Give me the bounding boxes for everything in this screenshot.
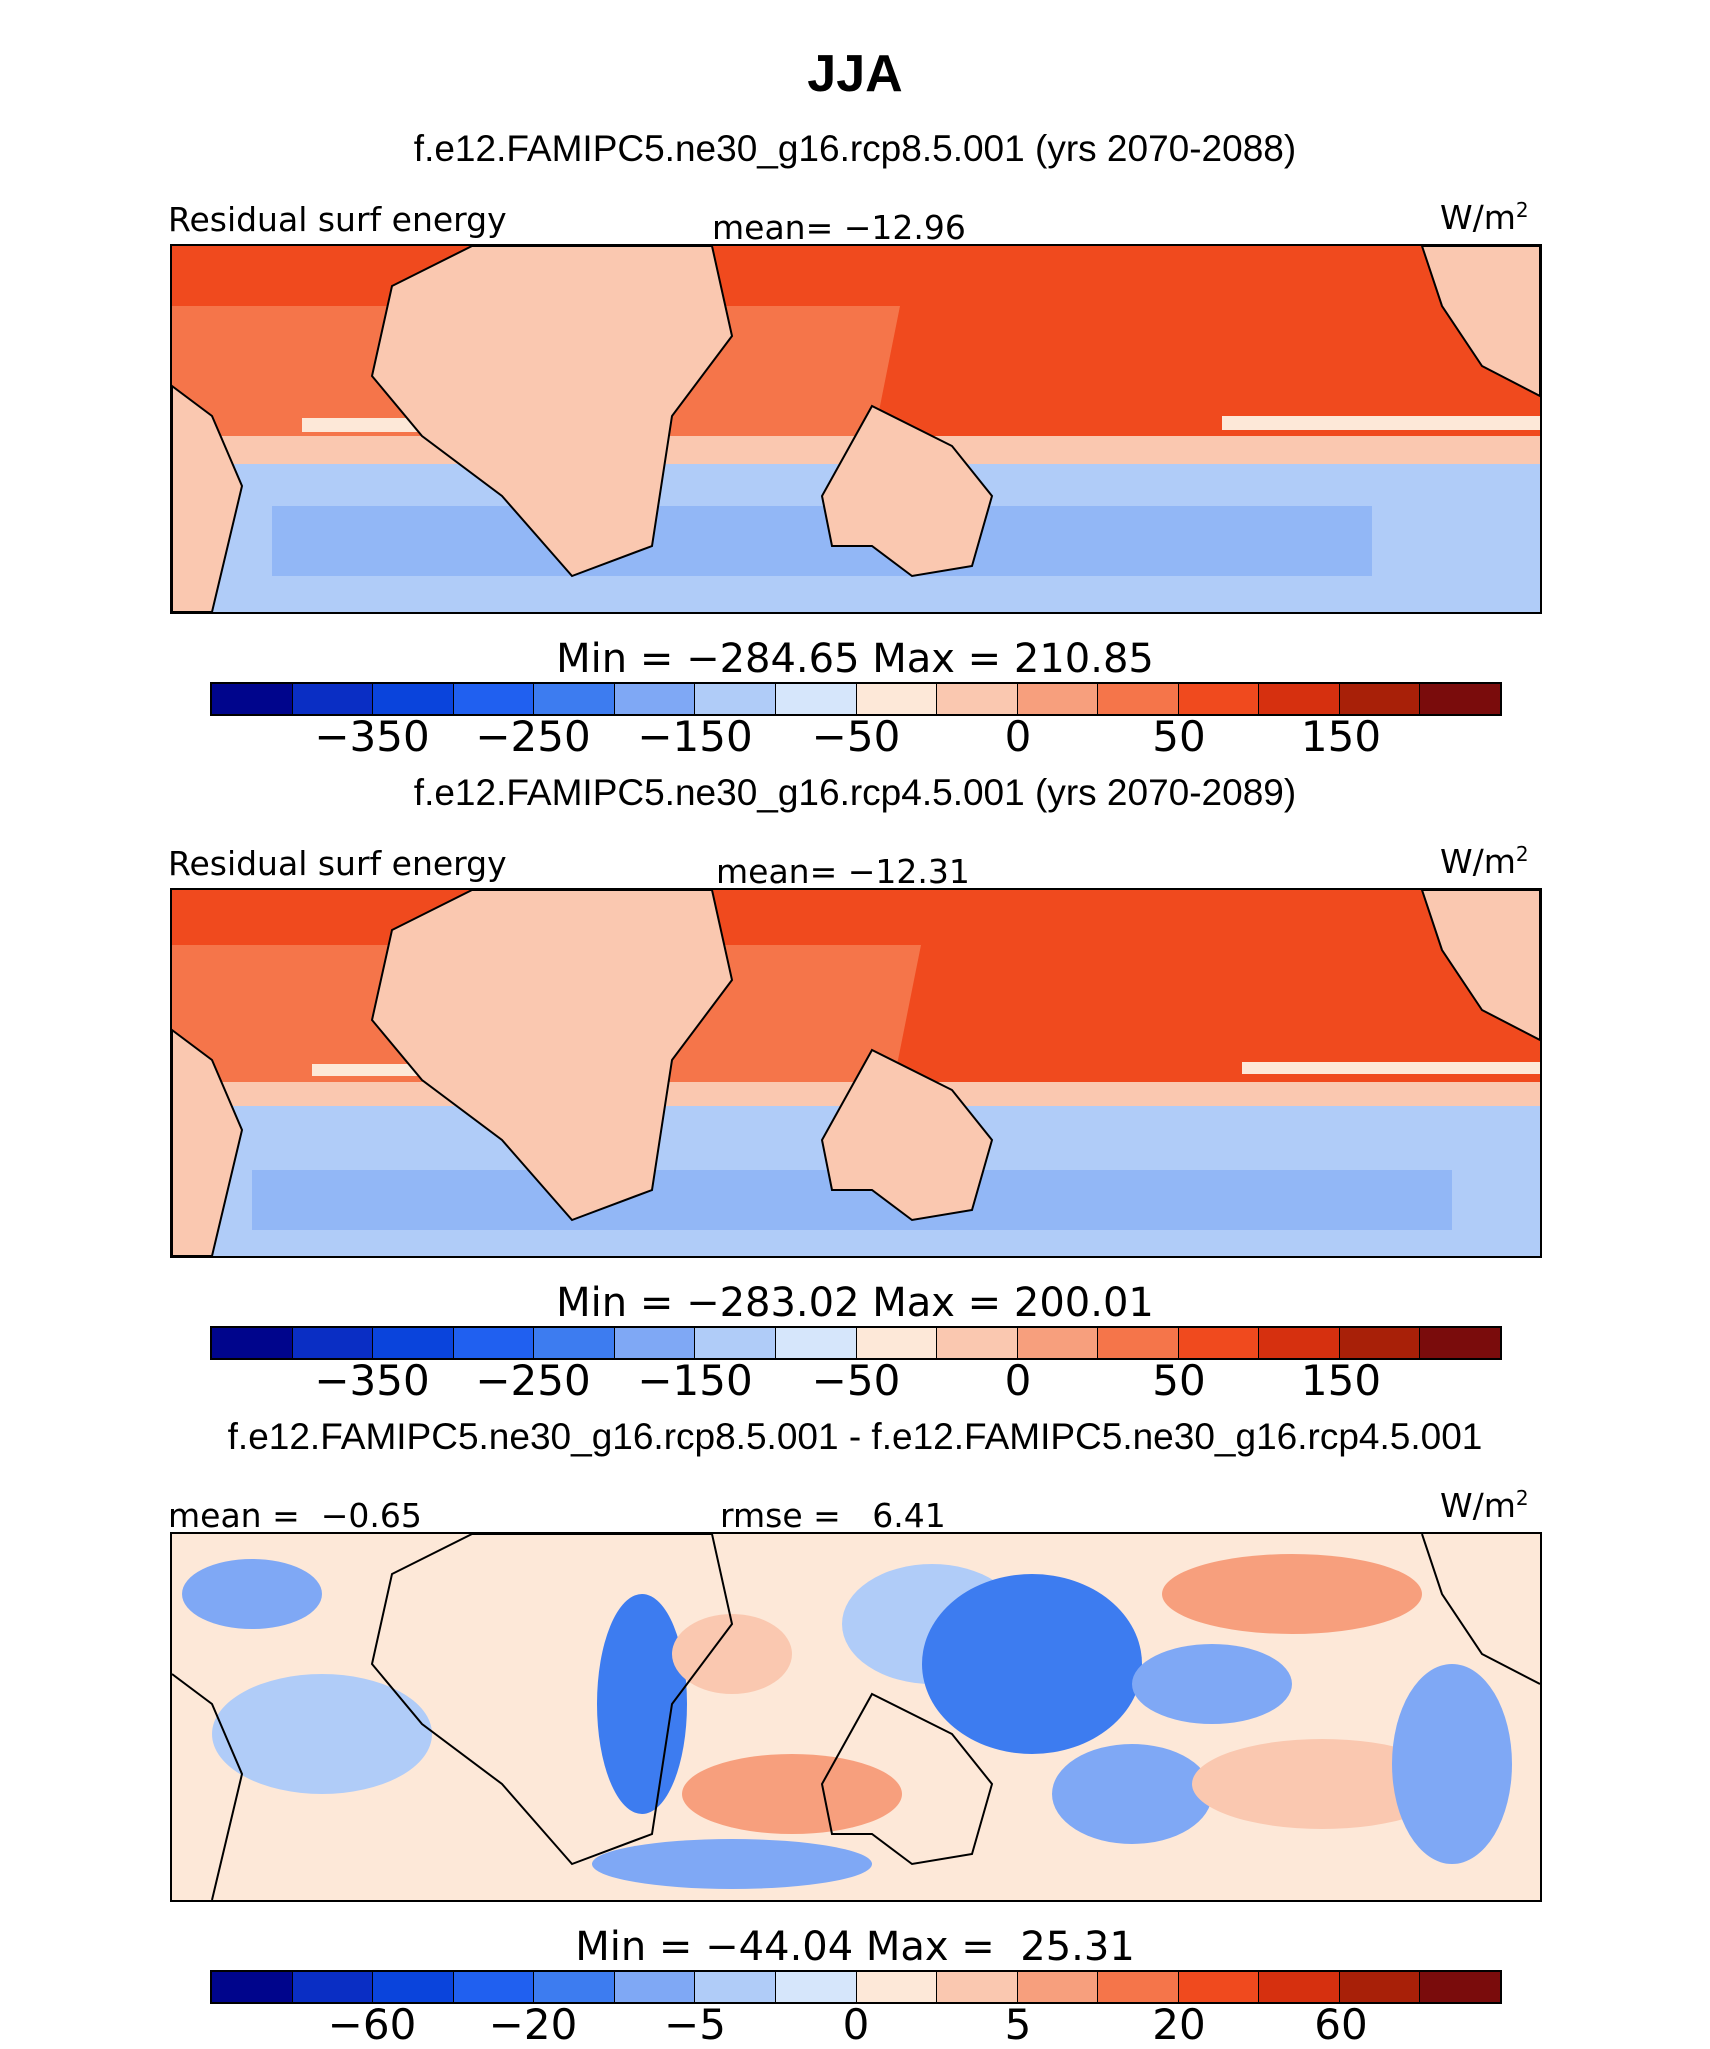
panel1-tick-label: −350 bbox=[314, 712, 430, 761]
colorbar-swatch bbox=[1098, 1328, 1179, 1358]
panel3-tick-label: −60 bbox=[327, 2000, 417, 2049]
panel2-mean-label: mean= −12.31 bbox=[716, 852, 970, 891]
panel1-tick-label: −50 bbox=[811, 712, 901, 761]
colorbar-swatch bbox=[695, 684, 776, 714]
colorbar-swatch bbox=[1178, 1328, 1260, 1358]
panel1-tick-label: 150 bbox=[1300, 712, 1382, 761]
panel2-tick-label: −250 bbox=[475, 1356, 591, 1405]
colorbar-swatch bbox=[373, 684, 454, 714]
panel2-tick-label: −150 bbox=[637, 1356, 753, 1405]
panel2-tick-label: 50 bbox=[1152, 1356, 1206, 1405]
colorbar-swatch bbox=[1098, 1972, 1179, 2002]
colorbar-swatch bbox=[212, 684, 293, 714]
panel1-tick-label: 0 bbox=[1004, 712, 1032, 761]
colorbar-swatch bbox=[1420, 1972, 1500, 2002]
colorbar-swatch bbox=[292, 1328, 374, 1358]
panel2-case-title: f.e12.FAMIPC5.ne30_g16.rcp4.5.001 (yrs 2… bbox=[413, 772, 1297, 813]
panel1-minmax: Min = −284.65 Max = 210.85 bbox=[556, 636, 1154, 682]
panel3-rmse-label: rmse = 6.41 bbox=[720, 1496, 946, 1535]
panel2-units: W/m2 bbox=[1440, 842, 1529, 881]
panel2-map bbox=[170, 888, 1542, 1258]
panel3-tick-label: −5 bbox=[664, 2000, 726, 2049]
colorbar-swatch bbox=[1339, 1328, 1421, 1358]
colorbar-swatch bbox=[695, 1328, 776, 1358]
colorbar-swatch bbox=[1098, 684, 1179, 714]
colorbar-swatch bbox=[1259, 1328, 1340, 1358]
panel3-mean-label: mean = −0.65 bbox=[168, 1496, 422, 1535]
colorbar-swatch bbox=[937, 1328, 1018, 1358]
colorbar-swatch bbox=[212, 1972, 293, 2002]
colorbar-swatch bbox=[453, 1328, 535, 1358]
colorbar-swatch bbox=[856, 1972, 938, 2002]
colorbar-swatch bbox=[856, 684, 938, 714]
colorbar-swatch bbox=[534, 684, 615, 714]
panel1-units: W/m2 bbox=[1440, 198, 1529, 237]
colorbar-swatch bbox=[775, 1328, 857, 1358]
colorbar-swatch bbox=[292, 1972, 374, 2002]
panel3-units: W/m2 bbox=[1440, 1486, 1529, 1525]
colorbar-swatch bbox=[695, 1972, 776, 2002]
colorbar-swatch bbox=[614, 1328, 696, 1358]
colorbar-swatch bbox=[1420, 684, 1500, 714]
panel3-tick-label: 20 bbox=[1152, 2000, 1206, 2049]
colorbar-swatch bbox=[453, 1972, 535, 2002]
panel1-case-title: f.e12.FAMIPC5.ne30_g16.rcp8.5.001 (yrs 2… bbox=[413, 128, 1297, 169]
colorbar-swatch bbox=[212, 1328, 293, 1358]
colorbar-swatch bbox=[614, 684, 696, 714]
colorbar-swatch bbox=[1339, 1972, 1421, 2002]
colorbar-swatch bbox=[1259, 684, 1340, 714]
panel3-tick-label: 5 bbox=[1004, 2000, 1032, 2049]
colorbar-swatch bbox=[614, 1972, 696, 2002]
colorbar-swatch bbox=[937, 684, 1018, 714]
panel3-tick-label: −20 bbox=[488, 2000, 578, 2049]
colorbar-swatch bbox=[937, 1972, 1018, 2002]
colorbar-swatch bbox=[373, 1972, 454, 2002]
panel3-minmax: Min = −44.04 Max = 25.31 bbox=[575, 1924, 1135, 1970]
colorbar-swatch bbox=[775, 684, 857, 714]
colorbar-swatch bbox=[1017, 1328, 1099, 1358]
panel1-tick-label: −250 bbox=[475, 712, 591, 761]
colorbar-swatch bbox=[775, 1972, 857, 2002]
colorbar-swatch bbox=[1259, 1972, 1340, 2002]
panel1-tick-label: 50 bbox=[1152, 712, 1206, 761]
figure-title: JJA bbox=[807, 45, 903, 103]
panel2-variable-label: Residual surf energy bbox=[168, 844, 507, 883]
colorbar-swatch bbox=[373, 1328, 454, 1358]
panel1-variable-label: Residual surf energy bbox=[168, 200, 507, 239]
panel2-tick-label: 0 bbox=[1004, 1356, 1032, 1405]
colorbar-swatch bbox=[1017, 684, 1099, 714]
panel2-colorbar bbox=[210, 1326, 1502, 1360]
panel2-minmax: Min = −283.02 Max = 200.01 bbox=[556, 1280, 1154, 1326]
panel1-colorbar bbox=[210, 682, 1502, 716]
colorbar-swatch bbox=[1420, 1328, 1500, 1358]
colorbar-swatch bbox=[292, 684, 374, 714]
panel3-colorbar bbox=[210, 1970, 1502, 2004]
panel3-case-title: f.e12.FAMIPC5.ne30_g16.rcp8.5.001 - f.e1… bbox=[227, 1416, 1483, 1457]
colorbar-swatch bbox=[856, 1328, 938, 1358]
colorbar-swatch bbox=[534, 1972, 615, 2002]
panel1-tick-label: −150 bbox=[637, 712, 753, 761]
panel2-tick-label: −50 bbox=[811, 1356, 901, 1405]
colorbar-swatch bbox=[1178, 684, 1260, 714]
colorbar-swatch bbox=[534, 1328, 615, 1358]
panel3-map bbox=[170, 1532, 1542, 1902]
colorbar-swatch bbox=[453, 684, 535, 714]
colorbar-swatch bbox=[1178, 1972, 1260, 2002]
colorbar-swatch bbox=[1017, 1972, 1099, 2002]
panel3-tick-label: 60 bbox=[1314, 2000, 1368, 2049]
panel3-tick-label: 0 bbox=[842, 2000, 870, 2049]
colorbar-swatch bbox=[1339, 684, 1421, 714]
panel1-mean-label: mean= −12.96 bbox=[712, 208, 966, 247]
panel1-map bbox=[170, 244, 1542, 614]
panel2-tick-label: −350 bbox=[314, 1356, 430, 1405]
panel2-tick-label: 150 bbox=[1300, 1356, 1382, 1405]
